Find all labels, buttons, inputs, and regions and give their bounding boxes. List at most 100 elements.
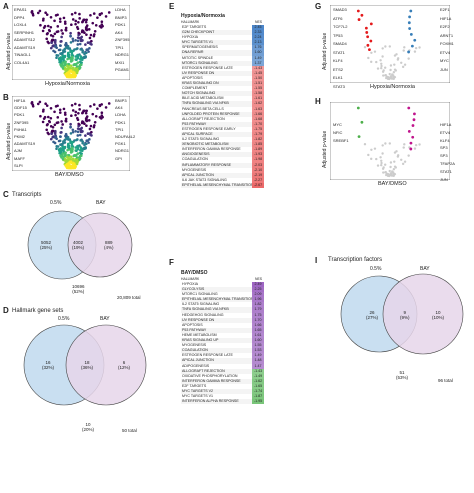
panel-letter-f: F [169, 258, 174, 267]
table-row: OXIDATIVE PHOSPHORYLATION -1.49 [181, 373, 264, 379]
volcano-point [42, 108, 45, 112]
volcano-point [379, 59, 382, 62]
gene-label: BNIP3 [115, 98, 127, 103]
volcano-point [392, 168, 396, 171]
panel-d-venn [23, 324, 147, 406]
panel-i-only-b: 10 (10%) [432, 310, 445, 320]
nes-value: -1.75 [252, 126, 264, 132]
volcano-point [46, 122, 49, 126]
volcano-point [46, 40, 50, 44]
volcano-point [73, 68, 76, 72]
volcano-point [82, 56, 85, 59]
volcano-point [81, 111, 84, 115]
volcano-point [403, 63, 407, 66]
volcano-point [63, 111, 67, 115]
volcano-point [392, 71, 396, 74]
volcano-point [81, 29, 84, 32]
volcano-point [74, 19, 78, 23]
volcano-point [107, 11, 111, 14]
hallmark-name: PANCREAS BETA CELLS [182, 106, 224, 111]
panel-h-ylabel: Adjusted p-value [322, 130, 328, 168]
hallmark-name: MTORC1 SIGNALING [182, 292, 218, 297]
volcano-point [56, 54, 60, 57]
volcano-point [70, 146, 74, 150]
volcano-point [385, 172, 389, 176]
volcano-point [51, 135, 54, 139]
panel-i-outside: 51 (53%) [396, 370, 409, 380]
volcano-point [73, 62, 76, 66]
volcano-point [383, 66, 387, 69]
volcano-point [60, 29, 63, 32]
volcano-point [54, 135, 58, 139]
volcano-point [388, 72, 391, 76]
volcano-point [41, 120, 45, 124]
gene-label: NDRG1 [115, 52, 130, 57]
nes-value: 1.96 [252, 297, 264, 303]
hallmark-name: MYC TARGETS V1 [182, 40, 214, 45]
nes-value: 2.13 [252, 40, 264, 46]
table-row: G2M CHECKPOINT 2.33 [181, 30, 264, 36]
volcano-point [62, 16, 66, 20]
volcano-point [61, 32, 64, 35]
volcano-point [61, 56, 65, 60]
gene-label: STAT3 [333, 83, 345, 89]
volcano-point [76, 152, 80, 155]
volcano-point [78, 12, 81, 16]
gene-label: NDUFA4L2 [115, 134, 136, 139]
volcano-point [50, 38, 54, 42]
volcano-point [70, 166, 73, 170]
panel-c-venn [27, 210, 133, 280]
panel-d-outside: 10 (20%) [82, 422, 95, 432]
gene-label: SREBF1 [333, 137, 349, 143]
nes-value: -2.10 [252, 167, 264, 173]
gene-label: MYC [333, 122, 342, 127]
volcano-point [61, 157, 65, 161]
gene-label: JUN [440, 176, 448, 182]
volcano-point [79, 154, 83, 157]
volcano-point [375, 60, 378, 64]
volcano-point [66, 57, 69, 61]
hallmark-name: OXIDATIVE PHOSPHORYLATION [182, 373, 238, 378]
nes-value: -2.67 [252, 182, 264, 188]
volcano-point-down [368, 48, 371, 52]
volcano-point [380, 64, 383, 68]
volcano-point [393, 54, 397, 57]
gene-label: LDHA [115, 112, 126, 118]
volcano-point [381, 47, 384, 50]
volcano-point [403, 143, 406, 146]
volcano-point [382, 171, 385, 174]
hallmark-name: APICAL SURFACE [182, 131, 213, 136]
volcano-point [90, 39, 93, 43]
gene-label: ETV4 [440, 49, 451, 55]
table-row: ALLOGRAFT REJECTION -1.43 [181, 368, 264, 374]
volcano-point [402, 49, 405, 52]
volcano-point [79, 146, 83, 149]
panel-e-title: Hypoxia/Normoxia [181, 13, 225, 19]
panel-g-volcano [330, 5, 450, 83]
volcano-point [41, 29, 45, 33]
table-row: IL2 STAT5 SIGNALING -1.82 [181, 137, 264, 143]
volcano-point [74, 11, 77, 15]
volcano-point [47, 28, 51, 32]
volcano-point [69, 31, 72, 35]
volcano-point [386, 77, 390, 81]
volcano-point [91, 112, 95, 116]
nes-value: -1.93 [252, 152, 264, 158]
panel-i-total: 96 total [438, 378, 453, 383]
gene-label: ARNT1 [440, 32, 454, 38]
hallmark-name: KRAS SIGNALING UP [182, 338, 219, 343]
gene-label: AK4 [115, 29, 123, 35]
volcano-point-down [357, 18, 361, 21]
table-row: HYPOXIA 2.24 [181, 35, 264, 41]
nes-value: 1.82 [252, 302, 264, 308]
panel-d-title: Hallmark gene sets [12, 308, 64, 314]
volcano-point [77, 122, 80, 126]
table-row: MITOTIC SPINDLE 1.49 [181, 55, 264, 61]
volcano-point [78, 151, 82, 155]
volcano-point-down [369, 39, 373, 43]
volcano-point [61, 66, 65, 70]
volcano-point [83, 143, 86, 147]
hallmark-name: APICAL JUNCTION [182, 358, 214, 363]
volcano-point [370, 60, 373, 64]
volcano-point [79, 139, 82, 142]
